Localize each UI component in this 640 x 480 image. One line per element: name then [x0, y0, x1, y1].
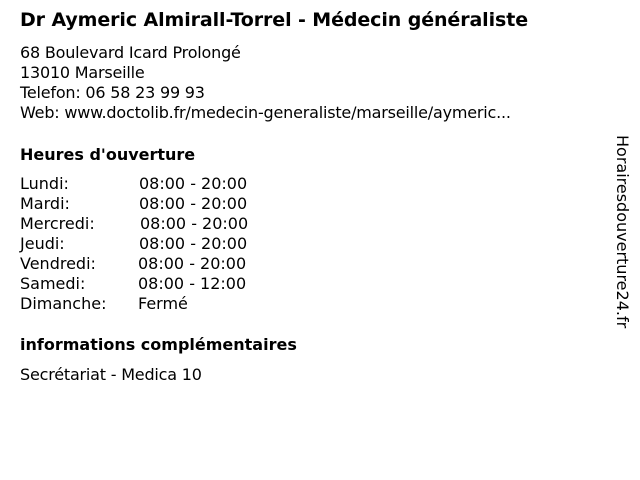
day-hours: 08:00 - 12:00	[138, 274, 247, 293]
day-label: Mercredi:	[20, 214, 95, 233]
day-hours: 08:00 - 20:00	[139, 194, 248, 213]
phone: Telefon: 06 58 23 99 93	[20, 83, 205, 102]
info-text: Secrétariat - Medica 10	[20, 365, 202, 384]
day-label: Dimanche:	[20, 294, 107, 313]
info-heading: informations complémentaires	[20, 335, 297, 354]
day-hours: 08:00 - 20:00	[140, 214, 249, 233]
day-label: Mardi:	[20, 194, 70, 213]
street-address: 68 Boulevard Icard Prolongé	[20, 43, 241, 62]
website[interactable]: Web: www.doctolib.fr/medecin-generaliste…	[20, 103, 511, 122]
day-label: Jeudi:	[20, 234, 65, 253]
hours-heading: Heures d'ouverture	[20, 145, 196, 164]
page-title: Dr Aymeric Almirall-Torrel - Médecin gén…	[20, 9, 528, 31]
day-hours: 08:00 - 20:00	[139, 174, 248, 193]
day-label: Samedi:	[20, 274, 86, 293]
city: 13010 Marseille	[20, 63, 145, 82]
site-watermark: Horairesdouverture24.fr	[613, 135, 632, 329]
day-label: Lundi:	[20, 174, 69, 193]
day-hours: 08:00 - 20:00	[138, 254, 247, 273]
day-label: Vendredi:	[20, 254, 96, 273]
day-hours: 08:00 - 20:00	[139, 234, 248, 253]
day-hours: Fermé	[138, 294, 188, 313]
